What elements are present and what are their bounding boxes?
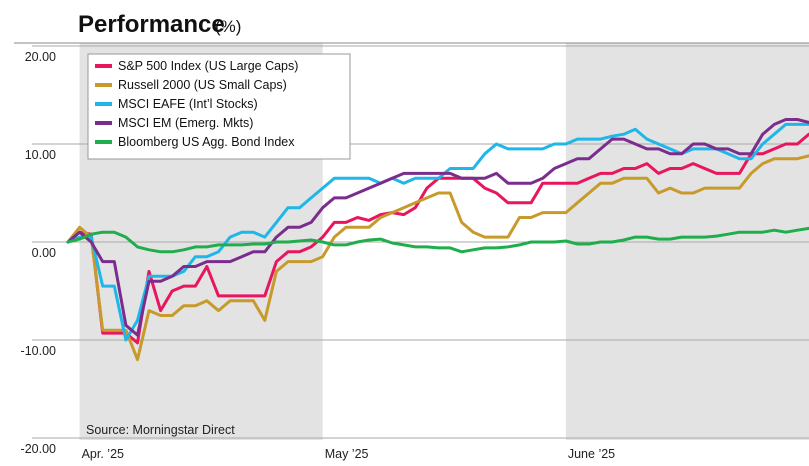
series-line-5 xyxy=(66,226,809,254)
x-tick-label: June ’25 xyxy=(568,447,615,461)
y-tick-label: 0.00 xyxy=(32,246,56,260)
series-line-2 xyxy=(66,154,809,362)
legend-label: MSCI EAFE (Int’l Stocks) xyxy=(118,97,258,111)
gridlines xyxy=(14,42,809,439)
chart-title: Performance xyxy=(78,11,225,38)
source-note: Source: Morningstar Direct xyxy=(86,423,235,437)
legend-label: Bloomberg US Agg. Bond Index xyxy=(118,135,295,149)
x-tick-label: May ’25 xyxy=(325,447,369,461)
legend-label: MSCI EM (Emerg. Mkts) xyxy=(118,116,253,130)
x-tick-label: Apr. ’25 xyxy=(82,447,124,461)
series-lines xyxy=(66,118,809,362)
legend: S&P 500 Index (US Large Caps) Russell 200… xyxy=(87,53,351,160)
y-tick-label: -20.00 xyxy=(21,442,56,456)
legend-label: S&P 500 Index (US Large Caps) xyxy=(118,59,298,73)
y-tick-label: -10.00 xyxy=(21,344,56,358)
y-axis-ticks: 20.00 10.00 0.00 -10.00 -20.00 xyxy=(21,50,57,456)
series-line-4 xyxy=(66,118,809,337)
legend-label: Russell 2000 (US Small Caps) xyxy=(118,78,287,92)
y-tick-label: 20.00 xyxy=(25,50,56,64)
y-tick-label: 10.00 xyxy=(25,148,56,162)
chart-title-unit: (%) xyxy=(215,17,241,36)
x-axis-ticks: Apr. ’25 May ’25 June ’25 xyxy=(82,447,616,461)
legend-box xyxy=(87,53,351,160)
